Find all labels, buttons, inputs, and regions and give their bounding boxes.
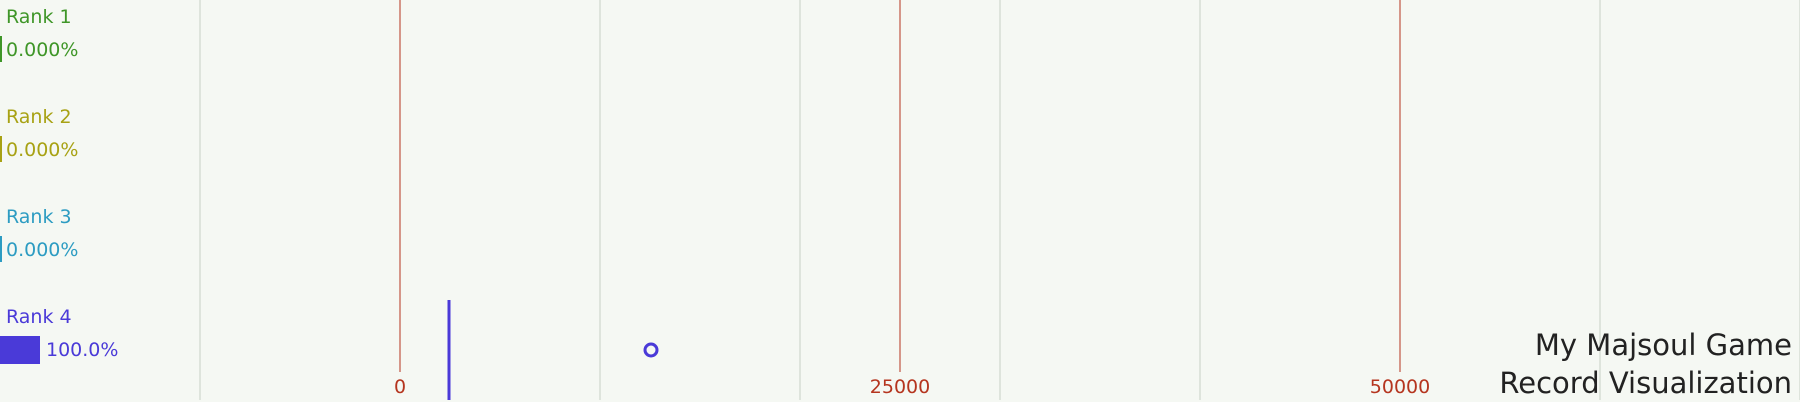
rank-3-label: Rank 3 bbox=[6, 206, 72, 228]
rank-4-label: Rank 4 bbox=[6, 306, 72, 328]
rank-3-percent: 0.000% bbox=[6, 239, 79, 261]
x-tick-label-0: 0 bbox=[393, 376, 407, 398]
chart-title-line-1: My Majsoul Game bbox=[1534, 328, 1792, 362]
rank-4-percent: 100.0% bbox=[46, 339, 119, 361]
rank-4-bar bbox=[0, 336, 40, 364]
rank-3-bar bbox=[0, 236, 2, 262]
rank-2-label: Rank 2 bbox=[6, 106, 72, 128]
rank-2-bar bbox=[0, 136, 2, 162]
chart-title-line-2: Record Visualization bbox=[1499, 366, 1792, 400]
rank-1-label: Rank 1 bbox=[6, 6, 72, 28]
x-tick-label-25000: 25000 bbox=[869, 376, 931, 398]
rank-1-percent: 0.000% bbox=[6, 39, 79, 61]
current-point-marker bbox=[643, 342, 659, 358]
rank-1-bar bbox=[0, 36, 2, 62]
x-tick-label-50000: 50000 bbox=[1369, 376, 1431, 398]
chart-title: My Majsoul Game Record Visualization bbox=[1499, 326, 1792, 402]
rank-2-percent: 0.000% bbox=[6, 139, 79, 161]
